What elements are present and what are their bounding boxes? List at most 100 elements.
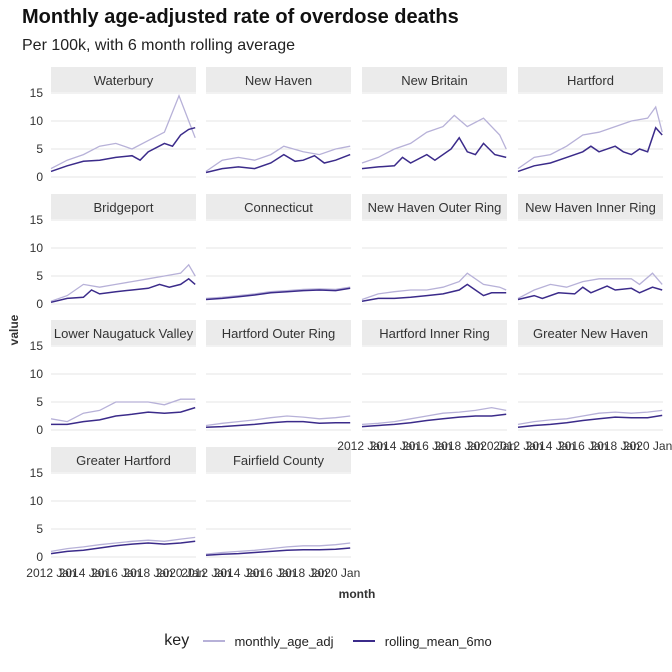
facet-label-connecticut: Connecticut: [244, 200, 313, 215]
y-tick-label-lower-naugatuck-valley-15: 15: [30, 339, 44, 353]
y-tick-label-lower-naugatuck-valley-10: 10: [30, 367, 44, 381]
x-tick-label-col2-4: 2020 Jan: [467, 439, 516, 453]
chart-title: Monthly age-adjusted rate of overdose de…: [22, 6, 459, 28]
series-rolling-mean-6mo-bridgeport: [50, 277, 196, 304]
x-tick-label-col3-2: 2016 Jan: [558, 439, 607, 453]
y-tick-label-greater-hartford-0: 0: [36, 550, 43, 564]
series-monthly-age-adj-new-haven-outer-ring: [361, 272, 507, 301]
x-tick-label-col0-1: 2014 Jan: [59, 566, 108, 580]
y-tick-label-greater-hartford-10: 10: [30, 494, 44, 508]
facet-strip-bridgeport: [51, 194, 196, 219]
legend-label-raw: monthly_age_adj: [234, 633, 334, 649]
series-rolling-mean-6mo-hartford-inner-ring: [361, 413, 507, 428]
facet-label-hartford: Hartford: [567, 73, 614, 88]
facet-strip-new-britain: [362, 67, 507, 92]
facet-strip-hartford-outer-ring: [206, 320, 351, 345]
series-rolling-mean-6mo-waterbury: [50, 126, 196, 173]
y-tick-label-waterbury-15: 15: [30, 86, 44, 100]
series-rolling-mean-6mo-greater-new-haven: [517, 414, 663, 428]
series-monthly-age-adj-fairfield-county: [205, 542, 351, 555]
facet-strip-greater-new-haven: [518, 320, 663, 345]
series-rolling-mean-6mo-fairfield-county: [205, 547, 351, 557]
facet-label-fairfield-county: Fairfield County: [233, 453, 325, 468]
y-axis-title: value: [7, 314, 21, 345]
series-monthly-age-adj-new-haven: [205, 145, 351, 172]
facet-strip-greater-hartford: [51, 447, 196, 472]
facet-strip-hartford-inner-ring: [362, 320, 507, 345]
legend-title: key: [164, 632, 190, 649]
series-monthly-age-adj-new-britain: [361, 114, 507, 164]
facet-label-bridgeport: Bridgeport: [94, 200, 154, 215]
facet-strip-new-haven: [206, 67, 351, 92]
facet-label-hartford-outer-ring: Hartford Outer Ring: [222, 326, 335, 341]
facet-label-waterbury: Waterbury: [94, 73, 154, 88]
series-monthly-age-adj-hartford-outer-ring: [205, 415, 351, 427]
facet-strip-connecticut: [206, 194, 351, 219]
facet-strip-lower-naugatuck-valley: [51, 320, 196, 345]
facet-label-greater-hartford: Greater Hartford: [76, 453, 171, 468]
legend-label-smooth: rolling_mean_6mo: [384, 633, 492, 649]
x-tick-label-col1-3: 2018 Jan: [279, 566, 328, 580]
series-monthly-age-adj-hartford: [517, 105, 663, 170]
chart-subtitle: Per 100k, with 6 month rolling average: [22, 37, 296, 54]
series-rolling-mean-6mo-hartford: [517, 126, 663, 173]
facet-label-new-britain: New Britain: [401, 73, 467, 88]
y-tick-label-lower-naugatuck-valley-5: 5: [36, 395, 43, 409]
y-tick-label-greater-hartford-15: 15: [30, 466, 44, 480]
x-tick-label-col1-2: 2016 Jan: [246, 566, 295, 580]
y-tick-label-waterbury-0: 0: [36, 170, 43, 184]
facet-label-hartford-inner-ring: Hartford Inner Ring: [379, 326, 490, 341]
series-rolling-mean-6mo-connecticut: [205, 287, 351, 301]
y-tick-label-bridgeport-5: 5: [36, 269, 43, 283]
x-tick-label-col1-1: 2014 Jan: [214, 566, 263, 580]
x-tick-label-col2-2: 2016 Jan: [402, 439, 451, 453]
y-tick-label-bridgeport-15: 15: [30, 213, 44, 227]
series-rolling-mean-6mo-new-haven: [205, 153, 351, 174]
series-monthly-age-adj-bridgeport: [50, 263, 196, 302]
facet-strip-new-haven-outer-ring: [362, 194, 507, 219]
facet-strip-hartford: [518, 67, 663, 92]
x-tick-label-col2-1: 2014 Jan: [370, 439, 419, 453]
series-monthly-age-adj-greater-hartford: [50, 536, 196, 553]
x-tick-label-col0-4: 2020 Jan: [156, 566, 205, 580]
x-tick-label-col3-3: 2018 Jan: [591, 439, 640, 453]
x-tick-label-col3-0: 2012 Jan: [493, 439, 542, 453]
series-monthly-age-adj-lower-naugatuck-valley: [50, 398, 196, 423]
series-rolling-mean-6mo-new-haven-outer-ring: [361, 283, 507, 302]
series-rolling-mean-6mo-hartford-outer-ring: [205, 420, 351, 428]
series-monthly-age-adj-waterbury: [50, 94, 196, 170]
legend: key monthly_age_adj rolling_mean_6mo: [0, 632, 672, 650]
facet-strip-new-haven-inner-ring: [518, 194, 663, 219]
series-monthly-age-adj-new-haven-inner-ring: [517, 272, 663, 299]
x-axis-title: month: [339, 587, 376, 601]
x-tick-label-col3-1: 2014 Jan: [526, 439, 575, 453]
facet-label-new-haven-inner-ring: New Haven Inner Ring: [525, 200, 656, 215]
facet-label-greater-new-haven: Greater New Haven: [533, 326, 648, 341]
y-tick-label-bridgeport-10: 10: [30, 241, 44, 255]
y-tick-label-bridgeport-0: 0: [36, 297, 43, 311]
facet-strip-waterbury: [51, 67, 196, 92]
facet-label-new-haven-outer-ring: New Haven Outer Ring: [368, 200, 502, 215]
series-monthly-age-adj-connecticut: [205, 286, 351, 300]
x-tick-label-col0-0: 2012 Jan: [26, 566, 75, 580]
x-tick-label-col2-3: 2018 Jan: [435, 439, 484, 453]
series-monthly-age-adj-hartford-inner-ring: [361, 406, 507, 426]
series-monthly-age-adj-greater-new-haven: [517, 409, 663, 426]
y-tick-label-waterbury-10: 10: [30, 114, 44, 128]
series-rolling-mean-6mo-new-haven-inner-ring: [517, 285, 663, 301]
facet-label-lower-naugatuck-valley: Lower Naugatuck Valley: [54, 326, 194, 341]
x-tick-label-col1-4: 2020 Jan: [311, 566, 360, 580]
y-tick-label-lower-naugatuck-valley-0: 0: [36, 423, 43, 437]
series-rolling-mean-6mo-lower-naugatuck-valley: [51, 406, 196, 426]
x-tick-label-col2-0: 2012 Jan: [337, 439, 386, 453]
series-rolling-mean-6mo-greater-hartford: [50, 540, 196, 555]
y-tick-label-greater-hartford-5: 5: [36, 522, 43, 536]
x-tick-label-col1-0: 2012 Jan: [181, 566, 230, 580]
facet-label-new-haven: New Haven: [245, 73, 312, 88]
facet-strip-fairfield-county: [206, 447, 351, 472]
series-rolling-mean-6mo-new-britain: [361, 136, 507, 170]
y-tick-label-waterbury-5: 5: [36, 142, 43, 156]
faceted-line-chart: Waterbury 0 5 10 15 New Haven New Britain Hartf…: [7, 67, 672, 601]
legend-swatch-raw: [202, 640, 225, 642]
legend-swatch-smooth: [353, 640, 376, 642]
